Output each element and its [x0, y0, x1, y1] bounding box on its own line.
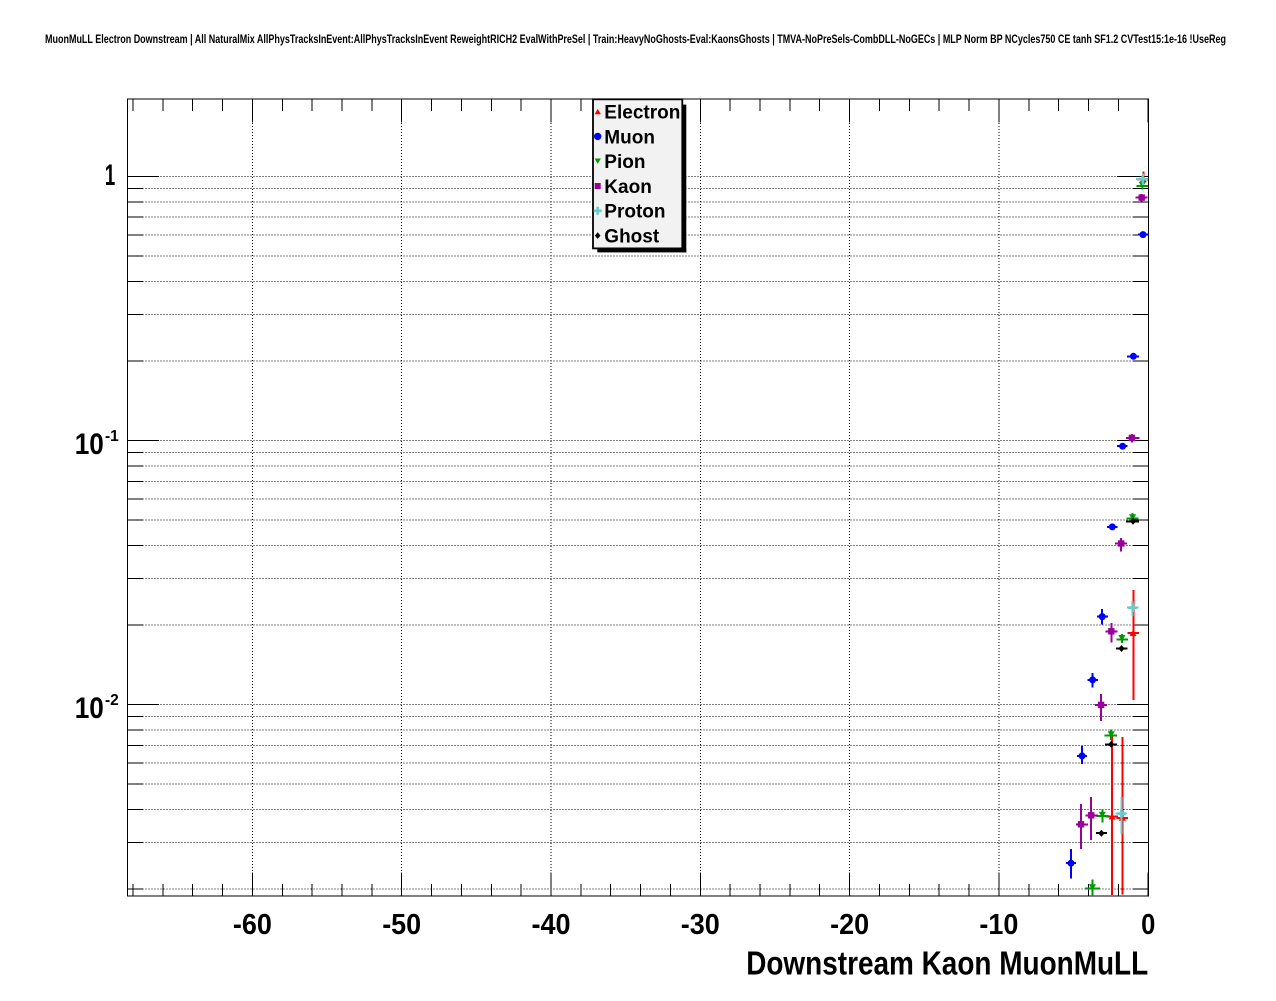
- svg-text:-40: -40: [532, 909, 571, 941]
- svg-text:0: 0: [1141, 909, 1155, 941]
- svg-text:MuonMuLL Electron Downstream |: MuonMuLL Electron Downstream | All Natur…: [45, 34, 1226, 46]
- svg-text:Pion: Pion: [604, 152, 645, 173]
- svg-text:-1: -1: [105, 428, 119, 445]
- svg-text:Kaon: Kaon: [604, 177, 652, 198]
- svg-text:-60: -60: [233, 909, 272, 941]
- svg-text:Electron: Electron: [604, 103, 680, 124]
- svg-text:-50: -50: [382, 909, 421, 941]
- svg-text:1: 1: [105, 159, 116, 192]
- svg-text:-30: -30: [681, 909, 720, 941]
- svg-text:-10: -10: [979, 909, 1018, 941]
- svg-text:10: 10: [75, 692, 104, 725]
- svg-text:Downstream Kaon MuonMuLL: Downstream Kaon MuonMuLL: [746, 945, 1148, 982]
- svg-text:Ghost: Ghost: [604, 227, 660, 248]
- svg-text:-2: -2: [105, 692, 119, 709]
- svg-text:-20: -20: [830, 909, 869, 941]
- svg-text:Muon: Muon: [604, 127, 655, 148]
- svg-text:Proton: Proton: [604, 202, 665, 223]
- svg-text:10: 10: [75, 428, 104, 461]
